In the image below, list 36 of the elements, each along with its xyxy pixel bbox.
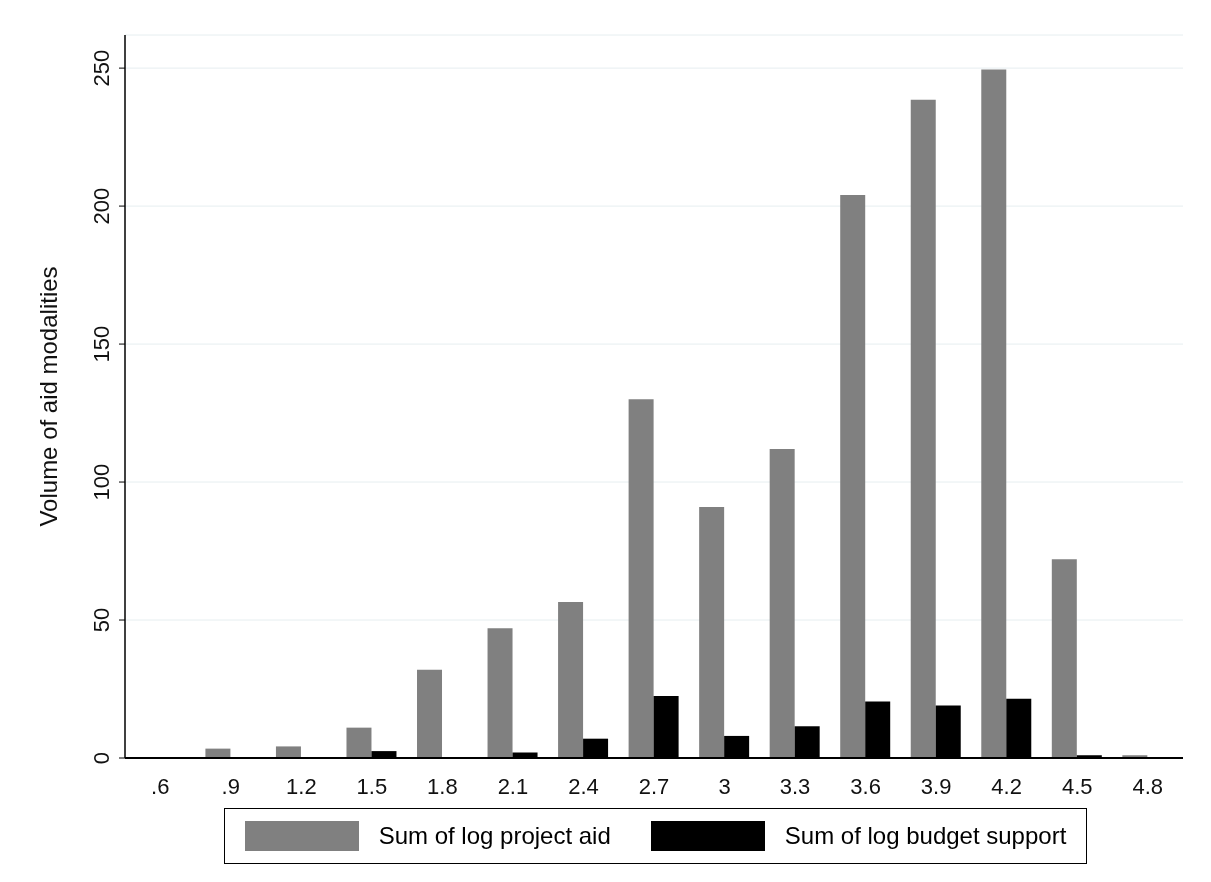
x-tick-label: 2.4: [568, 773, 599, 799]
x-tick-label: 3.3: [779, 773, 811, 799]
legend-label: Sum of log project aid: [378, 822, 611, 850]
bar: [487, 628, 513, 758]
bar: [558, 602, 584, 758]
bar: [346, 727, 372, 758]
y-tick-label: 150: [89, 325, 114, 363]
legend-label: Sum of log budget support: [784, 822, 1067, 850]
bar: [417, 669, 443, 758]
bar: [1051, 559, 1077, 758]
x-tick-label: .6: [151, 773, 170, 799]
y-tick-label: 100: [89, 463, 114, 501]
x-tick-label: 1.2: [286, 773, 317, 799]
x-tick-label: .9: [221, 773, 240, 799]
x-tick-label: 4.5: [1061, 773, 1093, 799]
bar: [699, 506, 725, 758]
y-tick-label: 250: [89, 49, 114, 87]
x-tick-label: 4.2: [991, 773, 1022, 799]
bar: [910, 99, 936, 758]
x-tick-label: 2.1: [497, 773, 529, 799]
y-tick-label: 0: [89, 751, 114, 765]
y-axis-title: Volume of aid modalities: [34, 266, 62, 527]
bar: [769, 448, 795, 758]
x-tick-label: 3.9: [920, 773, 952, 799]
bar: [840, 195, 866, 758]
x-tick-label: 1.5: [356, 773, 388, 799]
bar: [981, 69, 1007, 758]
bar: [628, 399, 654, 758]
y-tick-label: 200: [89, 187, 114, 225]
y-tick-label: 50: [89, 607, 114, 633]
x-tick-label: 4.8: [1132, 773, 1164, 799]
bar: [275, 746, 301, 758]
x-tick-label: 1.8: [427, 773, 458, 799]
x-tick-label: 2.7: [638, 773, 670, 799]
x-tick-label: 3.6: [850, 773, 881, 799]
x-tick-label: 3: [718, 773, 731, 799]
